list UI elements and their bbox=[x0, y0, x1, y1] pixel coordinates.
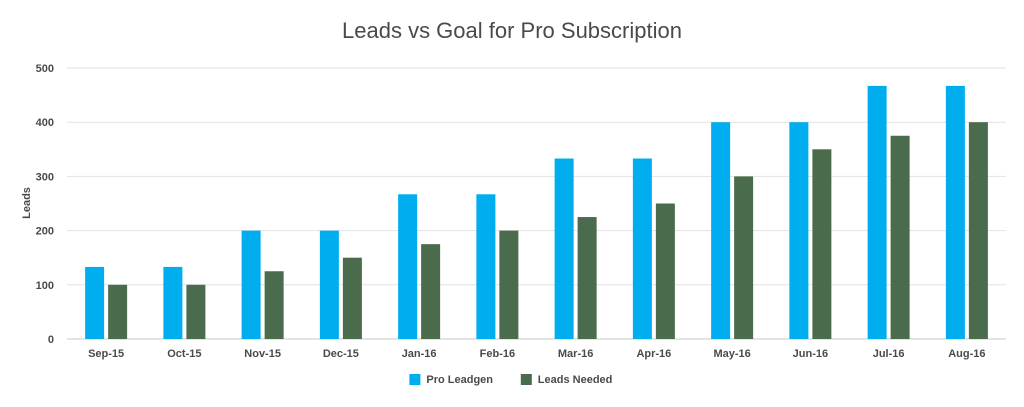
bar-pro-leadgen[interactable] bbox=[554, 158, 574, 339]
bar-leads-needed[interactable] bbox=[499, 230, 519, 339]
x-tick-label: Oct-15 bbox=[167, 348, 201, 360]
legend-item-leads-needed[interactable]: Leads Needed bbox=[520, 374, 613, 386]
bar-leads-needed[interactable] bbox=[655, 203, 675, 340]
x-tick-label: Jul-16 bbox=[873, 348, 905, 360]
bar-leads-needed[interactable] bbox=[186, 284, 206, 339]
bar-leads-needed[interactable] bbox=[342, 257, 362, 339]
x-tick-label: Jan-16 bbox=[402, 348, 437, 360]
y-tick-label: 0 bbox=[48, 334, 54, 346]
y-tick-label: 500 bbox=[36, 63, 54, 75]
bar-leads-needed[interactable] bbox=[734, 176, 754, 339]
legend-label: Leads Needed bbox=[538, 374, 613, 386]
x-tick-label: Aug-16 bbox=[948, 348, 985, 360]
legend[interactable]: Pro Leadgen Leads Needed bbox=[409, 374, 612, 386]
x-tick-label: Nov-15 bbox=[244, 348, 281, 360]
legend-swatch bbox=[409, 374, 421, 385]
x-tick-label: Apr-16 bbox=[636, 348, 671, 360]
y-tick-label: 400 bbox=[36, 117, 54, 129]
bar-pro-leadgen[interactable] bbox=[632, 158, 652, 339]
bar-leads-needed[interactable] bbox=[108, 284, 128, 339]
x-tick-label: Jun-16 bbox=[793, 348, 828, 360]
chart-title: Leads vs Goal for Pro Subscription bbox=[342, 18, 682, 43]
x-tick-label: Feb-16 bbox=[480, 348, 515, 360]
x-axis-ticks: Sep-15 Oct-15 Nov-15 Dec-15 Jan-16 Feb-16 Mar-… bbox=[88, 348, 985, 360]
y-tick-label: 100 bbox=[36, 280, 54, 292]
legend-item-pro-leadgen[interactable]: Pro Leadgen bbox=[409, 374, 493, 386]
bar-pro-leadgen[interactable] bbox=[398, 194, 418, 339]
y-tick-label: 200 bbox=[36, 226, 54, 238]
bar-leads-needed[interactable] bbox=[812, 149, 832, 339]
y-axis-title: Leads bbox=[21, 187, 33, 219]
bar-pro-leadgen[interactable] bbox=[711, 122, 731, 339]
bar-leads-needed[interactable] bbox=[264, 271, 284, 339]
y-axis-ticks: 0 100 200 300 400 500 bbox=[36, 63, 54, 346]
x-tick-label: Sep-15 bbox=[88, 348, 124, 360]
bar-leads-needed[interactable] bbox=[968, 122, 988, 339]
bar-pro-leadgen[interactable] bbox=[789, 122, 809, 339]
bar-pro-leadgen[interactable] bbox=[85, 266, 105, 339]
gridlines bbox=[67, 67, 1006, 340]
bar-pro-leadgen[interactable] bbox=[867, 85, 887, 339]
bar-pro-leadgen[interactable] bbox=[319, 230, 339, 339]
y-tick-label: 300 bbox=[36, 171, 54, 183]
bar-pro-leadgen[interactable] bbox=[241, 230, 261, 339]
bar-pro-leadgen[interactable] bbox=[163, 266, 183, 339]
bar-leads-needed[interactable] bbox=[577, 217, 597, 339]
bar-leads-needed[interactable] bbox=[890, 135, 910, 339]
legend-swatch bbox=[520, 374, 532, 385]
bar-pro-leadgen[interactable] bbox=[476, 194, 496, 339]
bar-leads-needed[interactable] bbox=[421, 244, 441, 339]
x-tick-label: Dec-15 bbox=[323, 348, 359, 360]
bar-pro-leadgen[interactable] bbox=[945, 85, 965, 339]
x-tick-label: Mar-16 bbox=[558, 348, 593, 360]
legend-label: Pro Leadgen bbox=[426, 374, 493, 386]
x-tick-label: May-16 bbox=[713, 348, 750, 360]
bars bbox=[85, 85, 988, 340]
